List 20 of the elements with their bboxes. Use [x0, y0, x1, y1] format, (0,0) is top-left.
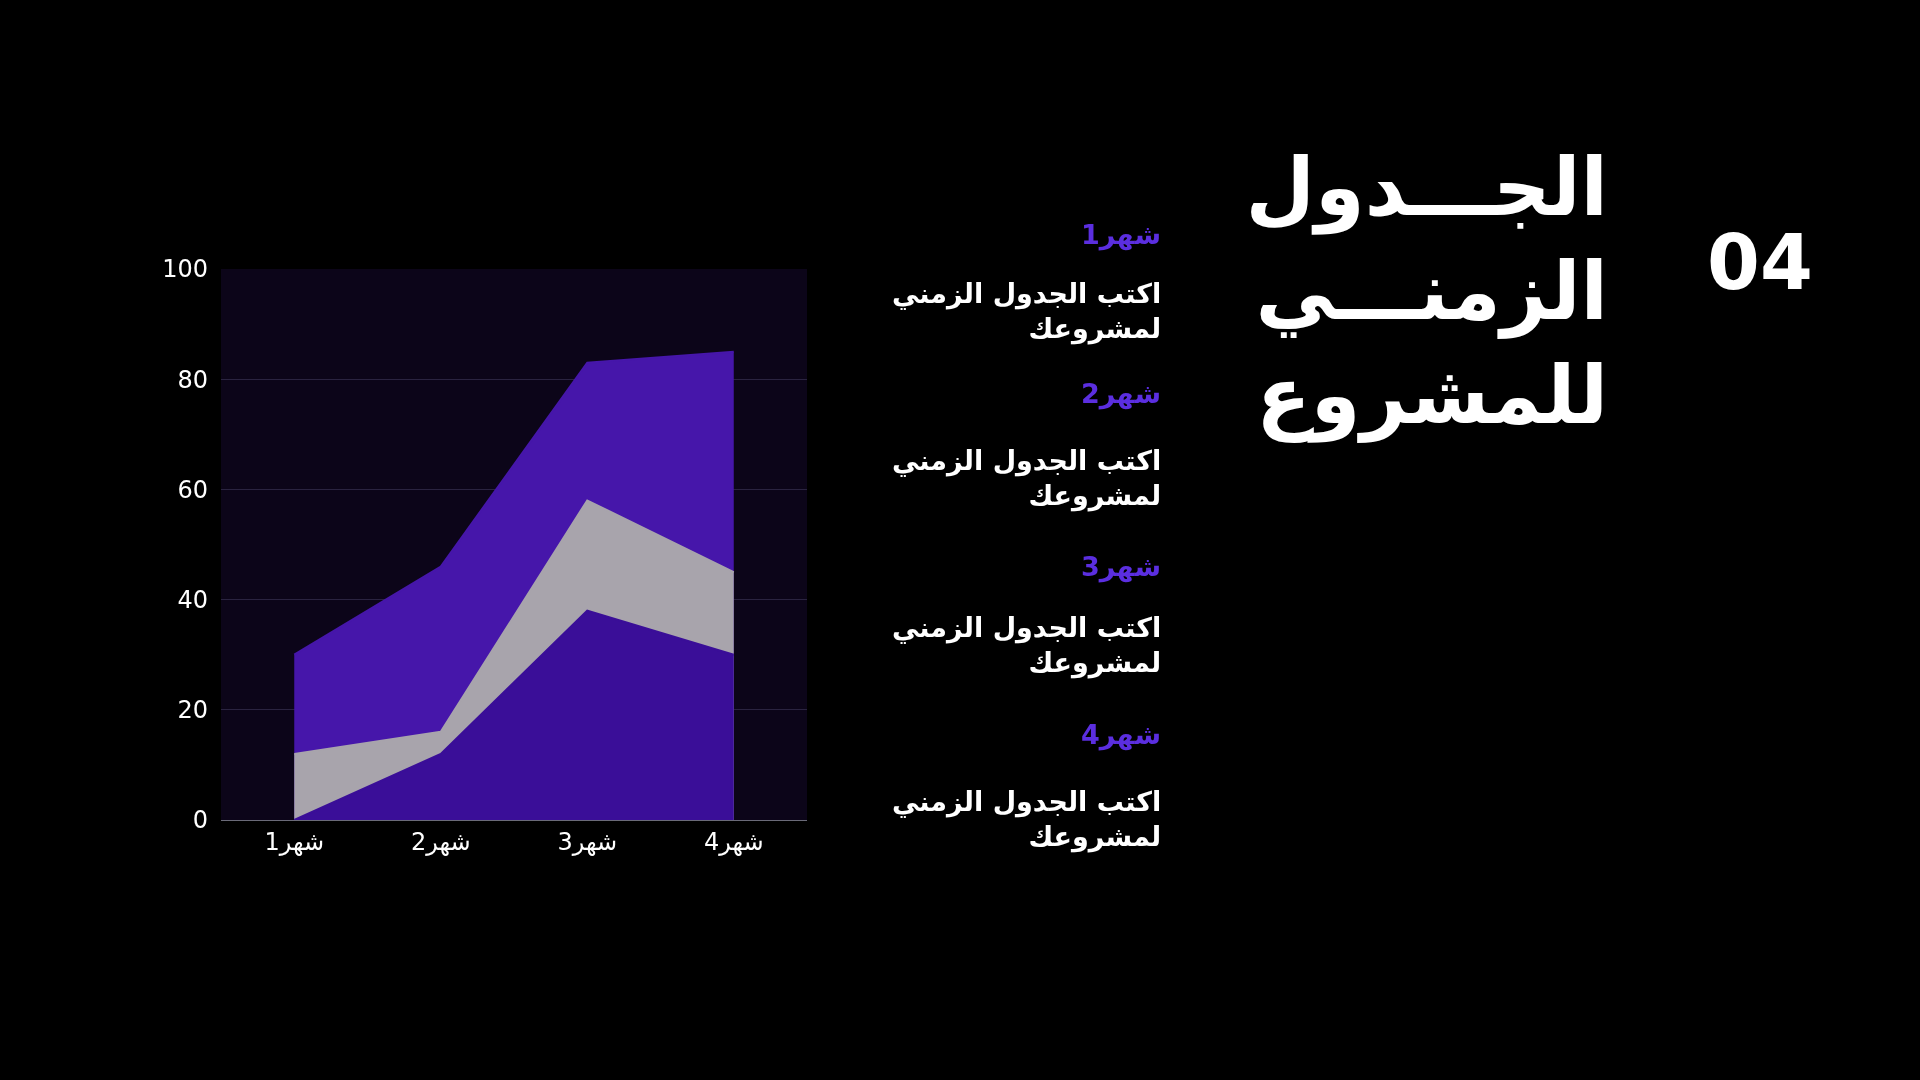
x-tick-label: شهر3 [557, 827, 618, 856]
text: 04 [1707, 218, 1813, 307]
text: اكتب الجدول الزمني لمشروعك [892, 786, 1162, 854]
text: اكتب الجدول الزمني لمشروعك [892, 445, 1162, 513]
y-tick-label: 20 [177, 696, 208, 725]
y-tick-label: 60 [177, 475, 208, 504]
text: شهر2 [1081, 378, 1161, 410]
y-tick-label: 100 [162, 255, 208, 284]
y-tick-label: 40 [177, 586, 208, 614]
text: اكتب الجدول الزمني لمشروعك [892, 278, 1162, 346]
text: الجـــدول الزمنـــي للمشروع [1245, 141, 1608, 443]
text: اكتب الجدول الزمني لمشروعك [892, 612, 1162, 680]
x-tick-label: شهر1 [264, 827, 325, 856]
text: شهر1 [1081, 219, 1161, 251]
y-tick-label: 0 [192, 806, 208, 835]
x-tick-label: شهر2 [410, 827, 471, 856]
x-tick-label: شهر4 [703, 827, 764, 856]
text: شهر3 [1081, 551, 1161, 583]
y-tick-label: 80 [177, 365, 208, 394]
text: شهر4 [1081, 719, 1161, 751]
